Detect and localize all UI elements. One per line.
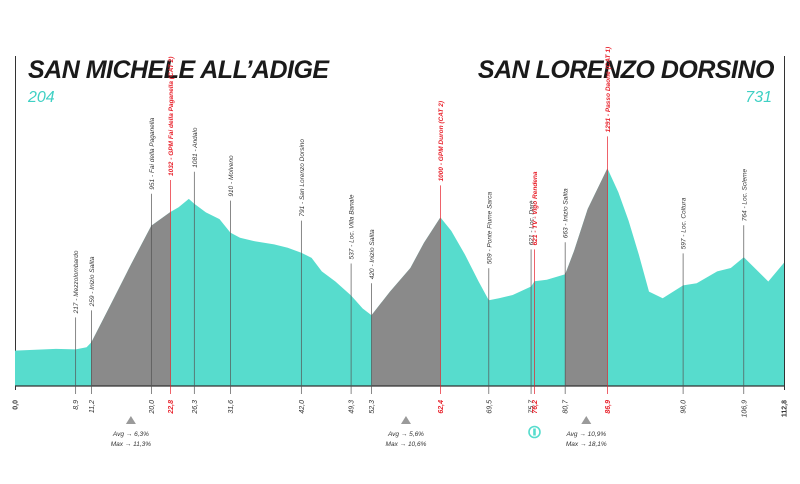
km-tick-label: 20,0 <box>149 400 156 415</box>
km-tick-label: 52,3 <box>369 400 376 414</box>
waypoint-label: 509 - Ponte Fiume Sarca <box>486 192 493 265</box>
km-tick-label: 80,7 <box>563 399 570 414</box>
waypoint-label: 420 - Inizio Salita <box>369 229 376 279</box>
start-line <box>15 56 16 390</box>
km-tick-label: 106,9 <box>741 400 748 418</box>
finish-line <box>784 56 785 390</box>
waypoint-label: 1291 - Passo Daone (CAT 1) <box>605 47 612 133</box>
km-tick-label: 69,5 <box>486 400 493 414</box>
waypoint-label: 621 - TV - Vigo Rendena <box>532 171 539 245</box>
waypoint-label: 791 - San Lorenzo Dorsino <box>299 139 306 217</box>
climb-max-gradient: Max → 18,1% <box>566 441 607 448</box>
waypoint-label: 597 - Loc. Coltura <box>681 197 688 249</box>
climb-area-2 <box>371 217 441 386</box>
km-tick-label: 62,4 <box>438 400 445 414</box>
waypoint-label: 951 - Fai della Paganella <box>149 117 156 189</box>
waypoint-label: 217 - Mezzolombardo <box>73 250 80 314</box>
km-tick-label: 86,9 <box>605 400 612 414</box>
waypoint-label: 537 - Loc. Villa Banale <box>349 194 356 259</box>
climb-marker-triangle <box>125 416 136 424</box>
waypoint-label: 1081 - Andalo <box>192 127 199 168</box>
km-tick-label: 42,0 <box>299 400 306 414</box>
km-axis-end-label: 112,8 <box>782 400 789 417</box>
km-tick-label: 8,9 <box>73 400 80 410</box>
waypoint-label: 621 - Loc. Darè <box>529 200 536 245</box>
sprint-icon-bar <box>533 428 536 436</box>
waypoint-label: 663 - Inizio Salita <box>563 188 570 238</box>
finish-location-name: SAN LORENZO DORSINO <box>477 56 775 84</box>
km-tick-label: 49,3 <box>349 400 356 414</box>
climb-avg-gradient: Avg → 5,6% <box>387 431 424 438</box>
climb-area-3 <box>565 168 608 386</box>
km-tick-label: 76,2 <box>532 400 539 414</box>
waypoint-label: 910 - Molveno <box>228 155 235 197</box>
km-tick-label: 26,3 <box>192 400 199 415</box>
climb-avg-gradient: Avg → 6,3% <box>112 431 149 438</box>
waypoint-label: 1032 - GPM Fai della Paganella (CAT 2) <box>168 57 175 176</box>
climb-max-gradient: Max → 11,3% <box>111 441 152 448</box>
km-tick-label: 11,2 <box>89 400 96 413</box>
start-location-name: SAN MICHELE ALL’ADIGE <box>28 56 329 84</box>
climb-max-gradient: Max → 10,6% <box>386 441 427 448</box>
finish-altitude: 731 <box>745 89 772 106</box>
climb-avg-gradient: Avg → 10,9% <box>565 431 606 438</box>
km-axis-end-label: 0,0 <box>13 400 20 410</box>
climb-area-1 <box>91 212 171 386</box>
start-altitude: 204 <box>28 89 55 106</box>
climb-marker-triangle <box>400 416 411 424</box>
climb-marker-triangle <box>581 416 592 424</box>
km-tick-label: 22,8 <box>168 400 175 415</box>
waypoint-label: 259 - Inizio Salita <box>89 256 96 307</box>
waypoint-label: 764 - Loc. Scleme <box>741 168 748 221</box>
km-tick-label: 98,0 <box>681 400 688 414</box>
km-tick-label: 75,7 <box>529 399 536 414</box>
km-tick-label: 31,6 <box>228 400 235 414</box>
waypoint-label: 1000 - GPM Duron (CAT 2) <box>438 101 445 181</box>
